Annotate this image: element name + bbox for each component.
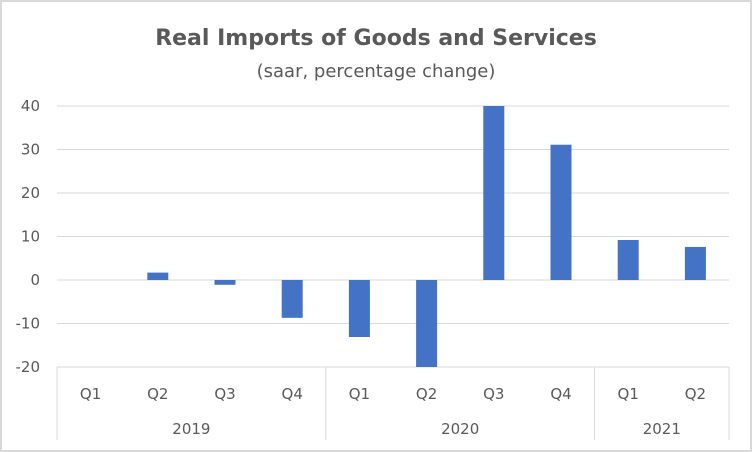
bar	[617, 239, 639, 280]
x-tick-label: Q4	[282, 385, 303, 403]
y-tick-label: 40	[21, 97, 40, 115]
gridlines	[57, 105, 729, 368]
bar	[147, 272, 169, 280]
x-tick-label: Q2	[685, 385, 706, 403]
bars	[147, 106, 706, 367]
y-tick-label: 30	[21, 141, 40, 159]
chart-title: Real Imports of Goods and Services	[155, 26, 597, 51]
x-tick-label: Q3	[214, 385, 235, 403]
bar	[348, 280, 370, 337]
y-tick-label: -20	[16, 358, 41, 376]
bar	[483, 106, 505, 280]
x-tick-label: Q4	[550, 385, 571, 403]
bar	[416, 280, 438, 367]
x-group-label: 2019	[172, 420, 210, 438]
x-tick-label: Q1	[349, 385, 370, 403]
x-tick-label: Q2	[147, 385, 168, 403]
x-tick-label: Q2	[416, 385, 437, 403]
y-tick-label: 10	[21, 228, 40, 246]
x-group-label: 2020	[441, 420, 479, 438]
bar	[214, 280, 236, 285]
bar	[550, 144, 572, 280]
x-tick-label: Q3	[483, 385, 504, 403]
bar	[281, 280, 303, 318]
x-tick-label: Q1	[618, 385, 639, 403]
y-tick-label: 20	[21, 184, 40, 202]
y-tick-label: 0	[30, 271, 40, 289]
bar	[684, 246, 706, 280]
x-group-label: 2021	[643, 420, 681, 438]
y-axis-ticks: 40 30 20 10 0 -10 -20	[16, 97, 41, 376]
x-tick-label: Q1	[80, 385, 101, 403]
chart-subtitle: (saar, percentage change)	[257, 61, 496, 82]
y-tick-label: -10	[16, 315, 41, 333]
